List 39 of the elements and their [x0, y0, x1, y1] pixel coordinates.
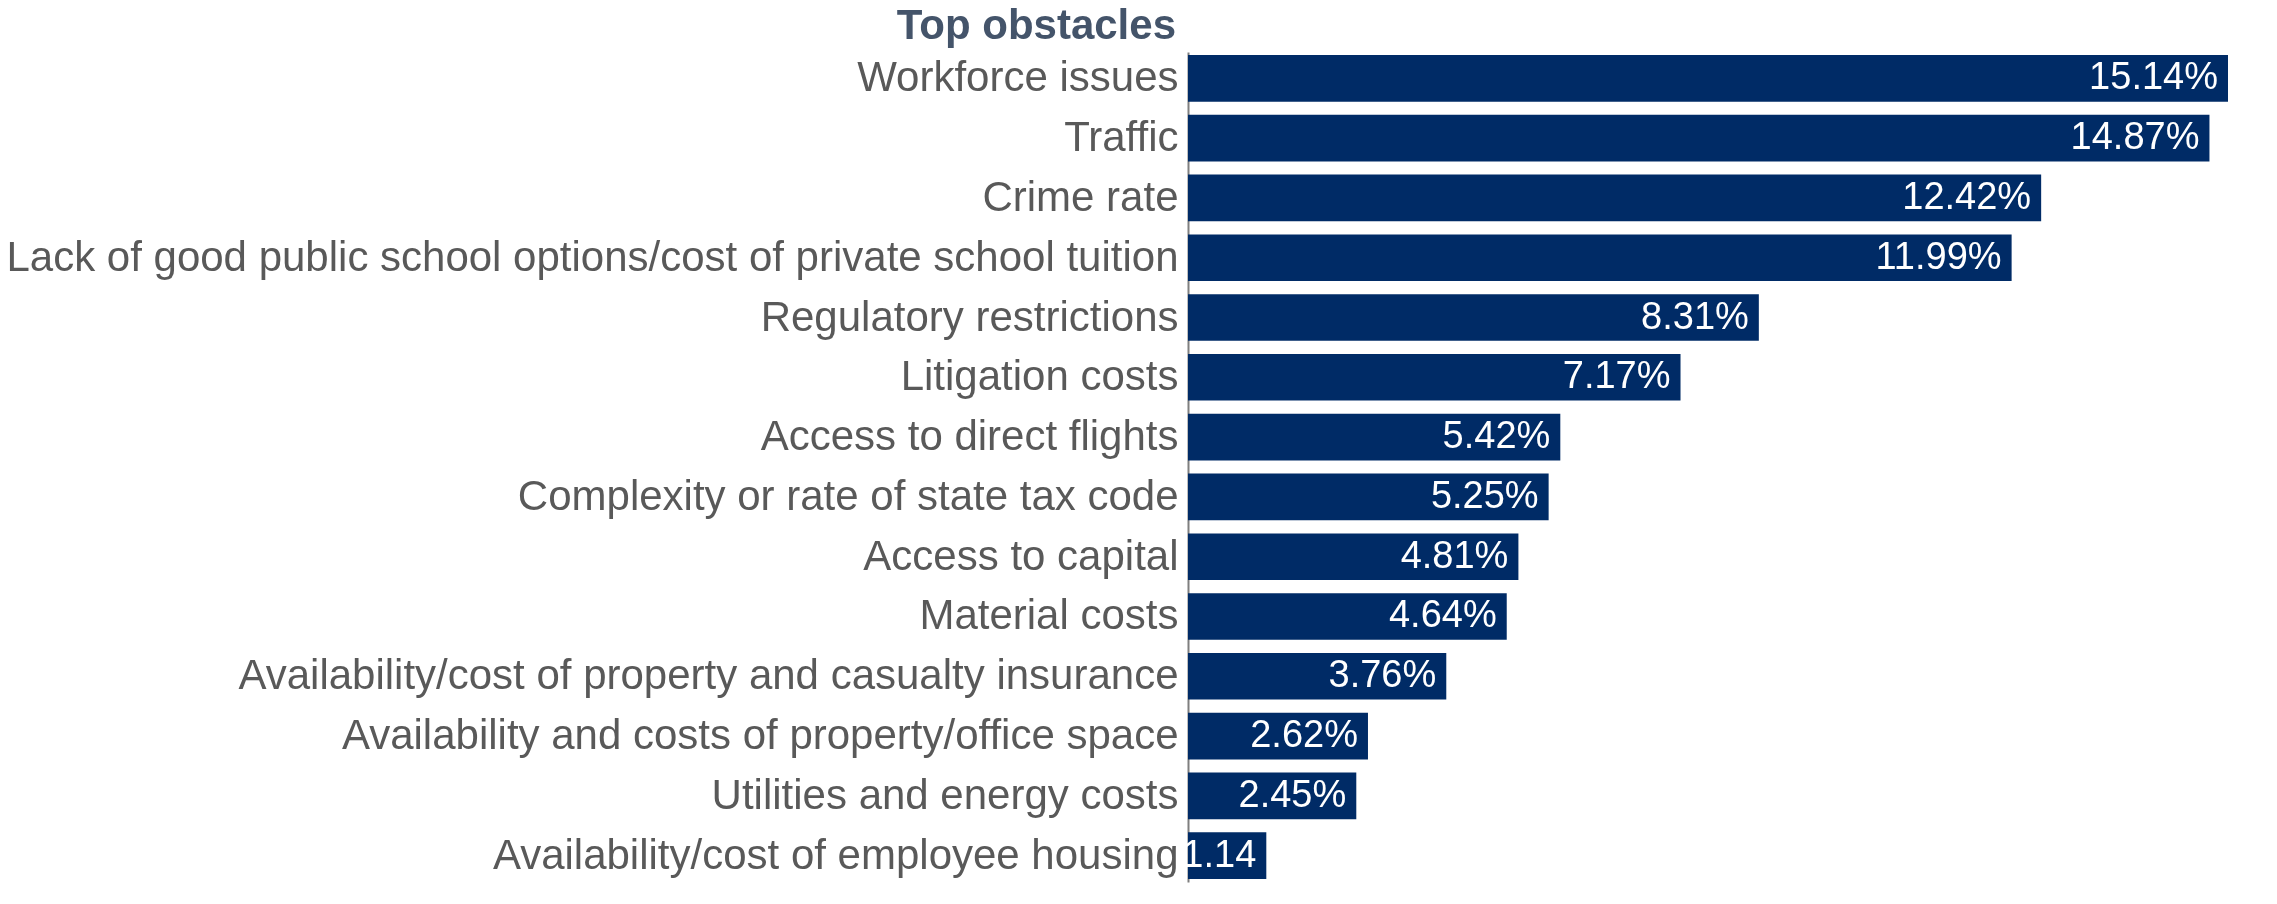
- bar: [1188, 234, 2012, 282]
- data-label: 12.42%: [1902, 174, 2032, 217]
- y-tick-label: Access to direct flights: [760, 412, 1179, 460]
- data-label: 3.76%: [1328, 653, 1437, 696]
- data-label: 4.81%: [1400, 533, 1509, 576]
- data-label: 14.87%: [2070, 115, 2200, 158]
- y-tick-label: Litigation costs: [900, 352, 1179, 400]
- bar: [1188, 652, 1447, 700]
- y-tick-label: Availability/cost of employee housing: [492, 830, 1179, 878]
- y-tick-label: Material costs: [919, 591, 1179, 639]
- data-label: 11.99%: [1875, 234, 2002, 277]
- y-tick-label: Workforce issues: [857, 53, 1179, 101]
- data-label: 5.42%: [1442, 414, 1551, 457]
- y-tick-label: Crime rate: [982, 172, 1179, 220]
- bar: [1188, 473, 1549, 521]
- y-tick-label: Access to capital: [863, 531, 1179, 579]
- bar: [1188, 114, 2210, 162]
- y-tick-label: Lack of good public school options/cost of private school tuition: [6, 232, 1179, 280]
- y-tick-label: Availability and costs of property/office space: [341, 711, 1179, 759]
- chart-title: Top obstacles: [896, 1, 1176, 48]
- data-label: 2.45%: [1238, 772, 1347, 815]
- y-tick-label: Availability/cost of property and casualty insurance: [238, 651, 1179, 699]
- y-tick-label: Complexity or rate of state tax code: [517, 471, 1179, 519]
- bar: [1188, 533, 1519, 581]
- bar: [1188, 593, 1507, 640]
- y-tick-label: Utilities and energy costs: [711, 770, 1179, 818]
- bar: [1188, 174, 2042, 222]
- bar: [1188, 353, 1681, 401]
- data-label: 7.17%: [1562, 354, 1671, 397]
- bar: [1188, 413, 1561, 461]
- data-label: 8.31%: [1641, 294, 1749, 337]
- data-label: 5.25%: [1430, 473, 1539, 516]
- data-label: 2.62%: [1250, 713, 1358, 756]
- bar: [1188, 54, 2228, 102]
- y-tick-label: Traffic: [1064, 113, 1179, 161]
- y-tick-label: Regulatory restrictions: [760, 292, 1179, 340]
- data-label: 4.64%: [1388, 593, 1497, 636]
- data-label: 15.14%: [2089, 55, 2218, 98]
- bar: [1188, 294, 1759, 341]
